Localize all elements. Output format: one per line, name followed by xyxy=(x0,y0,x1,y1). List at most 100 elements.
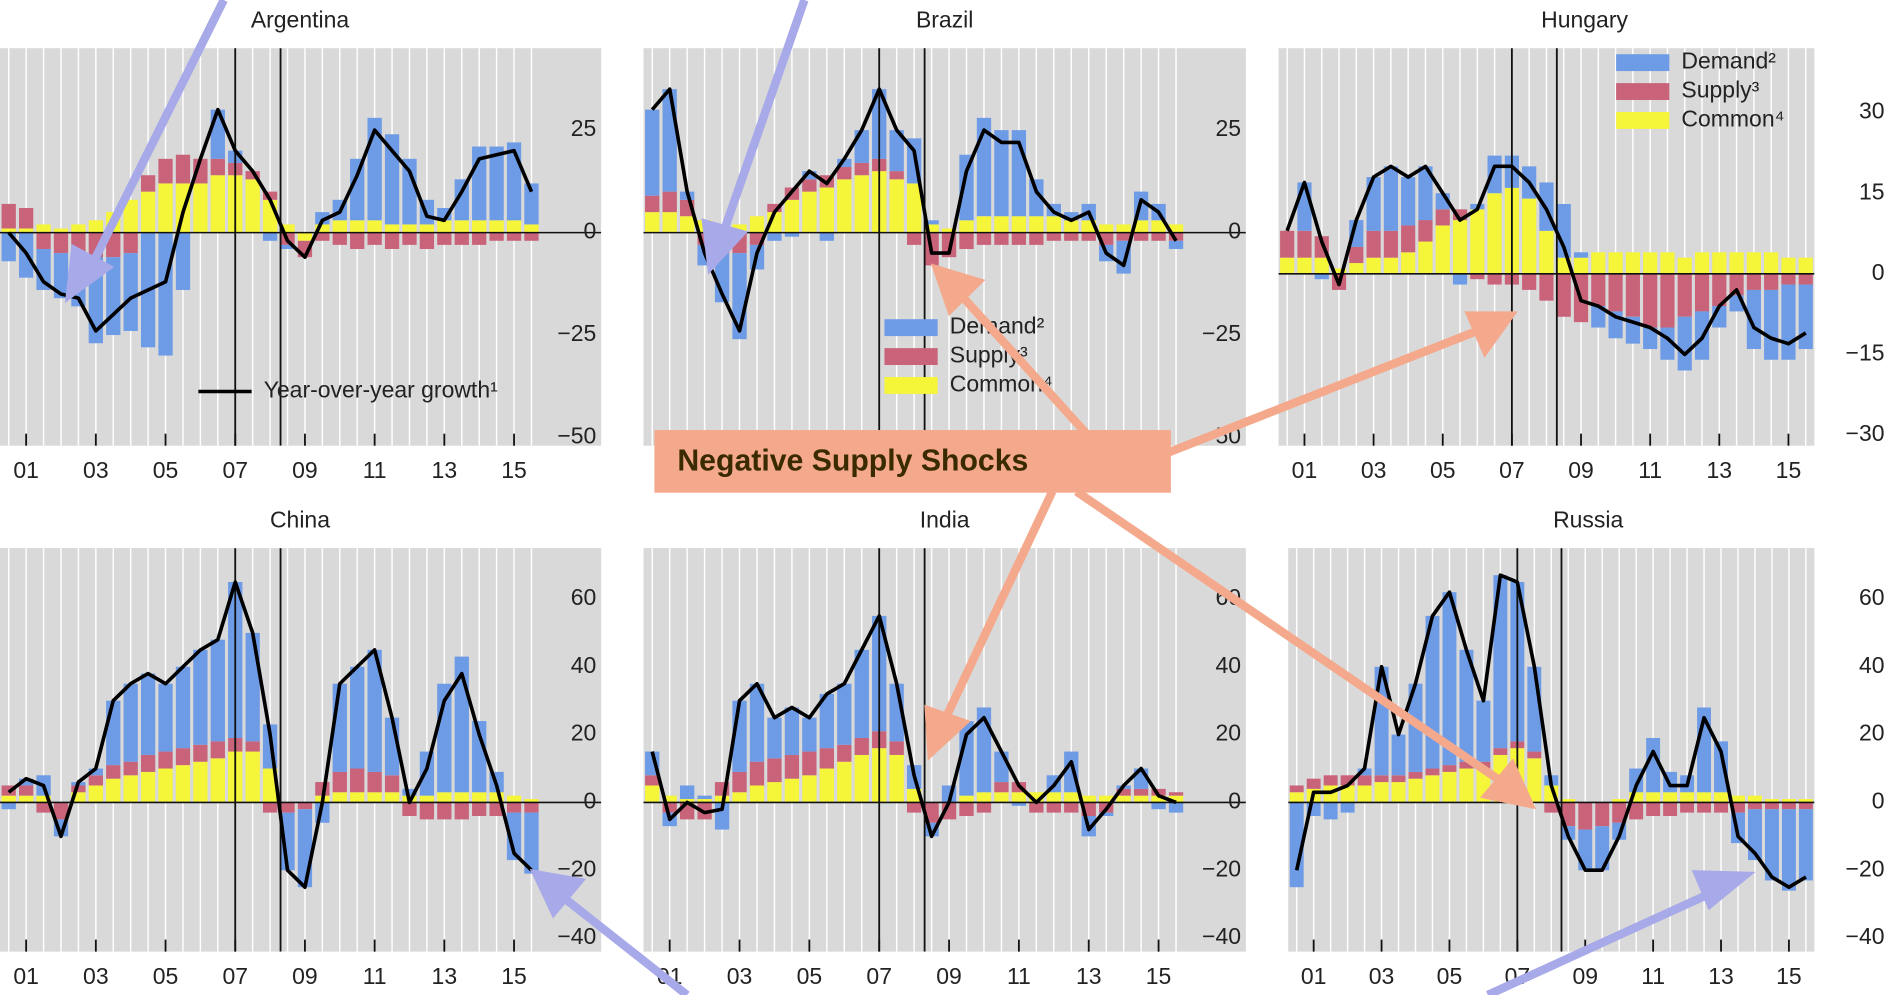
bar xyxy=(1064,792,1079,803)
bar xyxy=(1280,230,1295,258)
bar xyxy=(419,232,435,249)
bar xyxy=(384,224,400,233)
bar xyxy=(662,89,677,192)
bar xyxy=(1046,216,1061,233)
bar xyxy=(1694,273,1710,312)
bar xyxy=(1748,795,1762,803)
bar xyxy=(1712,273,1727,307)
bar xyxy=(906,802,922,813)
bar xyxy=(1,802,16,810)
bar xyxy=(1349,263,1364,274)
bar xyxy=(524,812,539,874)
x-tick-label: 15 xyxy=(1776,457,1802,483)
bar xyxy=(71,224,86,233)
x-tick-label: 11 xyxy=(1007,963,1031,989)
y-tick-label: 0 xyxy=(1872,259,1885,285)
bar xyxy=(1011,792,1027,803)
bar xyxy=(1712,252,1727,274)
bar xyxy=(472,232,487,245)
bar xyxy=(645,109,660,196)
legend-label: Supply³ xyxy=(1681,77,1759,103)
bar xyxy=(1714,792,1728,803)
y-tick-label: 30 xyxy=(1859,98,1885,124)
bar xyxy=(524,802,539,813)
bar xyxy=(1612,799,1627,803)
bar xyxy=(1798,809,1813,881)
bar xyxy=(1418,241,1433,274)
bar xyxy=(367,649,382,772)
y-tick-label: 20 xyxy=(1215,720,1241,746)
legend-swatch xyxy=(884,319,938,337)
bar xyxy=(489,792,504,803)
bar xyxy=(1331,268,1347,274)
bar xyxy=(193,649,208,745)
bar xyxy=(384,792,400,803)
bar xyxy=(645,212,660,233)
x-tick-label: 09 xyxy=(936,963,962,989)
bar xyxy=(1798,273,1813,285)
bar xyxy=(1011,216,1027,233)
bar xyxy=(749,785,765,803)
bar xyxy=(976,232,992,245)
bar xyxy=(1151,232,1166,241)
bar xyxy=(1694,252,1710,274)
bar xyxy=(1714,802,1728,813)
bar xyxy=(802,751,817,776)
x-tick-label: 15 xyxy=(1146,963,1172,989)
bar xyxy=(1442,771,1457,803)
plot-area xyxy=(1288,548,1815,952)
line-series xyxy=(7,107,534,333)
legend-swatch xyxy=(1616,112,1670,129)
bar xyxy=(1011,802,1027,806)
bar xyxy=(1522,273,1537,290)
bar xyxy=(1099,812,1114,816)
arrow xyxy=(86,0,228,270)
bar xyxy=(437,792,452,803)
y-tick-label: 20 xyxy=(571,720,597,746)
bar xyxy=(384,775,400,793)
bar xyxy=(1029,232,1044,245)
bar xyxy=(1643,327,1658,350)
arrow xyxy=(718,0,809,238)
bar xyxy=(1646,792,1661,803)
bar xyxy=(819,187,834,233)
panel: −40−2002040600103050709111315India xyxy=(643,507,1246,989)
bar xyxy=(489,232,504,241)
bar xyxy=(454,179,469,221)
bar xyxy=(1133,232,1149,241)
bar xyxy=(1046,792,1061,803)
bar xyxy=(1561,802,1576,827)
bar xyxy=(472,220,487,233)
bar xyxy=(1374,775,1389,783)
bar xyxy=(1116,795,1131,803)
bar xyxy=(662,191,677,213)
bar xyxy=(889,179,904,233)
arrow xyxy=(952,286,1092,439)
bar xyxy=(1391,734,1406,776)
bar xyxy=(402,224,417,233)
bar xyxy=(367,771,382,793)
bar xyxy=(158,232,173,356)
bar xyxy=(18,228,34,233)
bar xyxy=(402,158,417,225)
x-tick-label: 07 xyxy=(1499,457,1525,483)
bar xyxy=(1314,257,1329,274)
y-tick-label: 25 xyxy=(1215,115,1241,141)
bar xyxy=(1646,802,1661,816)
y-tick-label: −40 xyxy=(557,923,596,949)
bar xyxy=(837,683,852,745)
y-tick-label: 40 xyxy=(1859,652,1885,678)
plot-area xyxy=(1278,48,1815,446)
bar xyxy=(1029,179,1044,217)
bar xyxy=(262,768,278,803)
bar xyxy=(1680,792,1695,803)
chart-title: Russia xyxy=(1553,507,1623,533)
bar xyxy=(1357,785,1372,803)
x-tick-label: 01 xyxy=(1292,457,1318,483)
x-tick-label: 09 xyxy=(292,963,318,989)
bar xyxy=(1418,166,1433,221)
y-tick-label: −30 xyxy=(1846,420,1885,446)
bar xyxy=(1663,802,1678,816)
bar xyxy=(1746,273,1761,290)
